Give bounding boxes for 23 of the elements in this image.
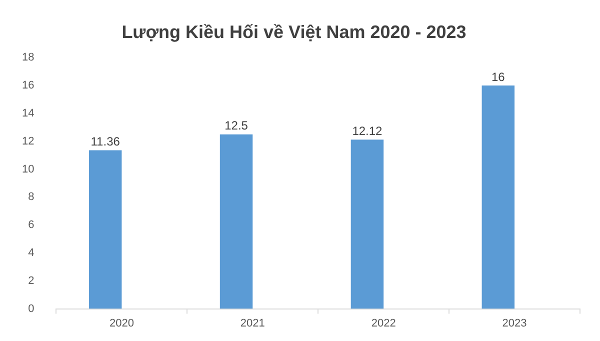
y-tick-label: 6 (28, 219, 34, 232)
y-tick-label: 0 (28, 302, 34, 315)
x-tick-label: 2022 (371, 317, 396, 330)
x-tick-label: 2023 (502, 317, 527, 330)
x-tick-label: 2020 (109, 317, 134, 330)
bar (88, 150, 122, 309)
y-tick-label: 10 (22, 163, 34, 176)
data-label: 12.12 (352, 124, 383, 138)
y-tick-label: 16 (22, 80, 34, 92)
y-tick-label: 12 (22, 135, 34, 148)
y-tick-label: 8 (28, 191, 34, 204)
y-tick-label: 14 (22, 107, 34, 120)
bar (350, 140, 384, 309)
y-tick-label: 2 (28, 274, 34, 287)
y-tick-label: 4 (28, 247, 34, 260)
chart-title: Lượng Kiều Hối về Việt Nam 2020 - 2023 (122, 22, 466, 42)
bar (482, 86, 515, 309)
data-label: 11.36 (90, 134, 120, 149)
x-tick-label: 2021 (240, 317, 265, 330)
bar (220, 134, 253, 309)
y-tick-label: 18 (22, 52, 34, 64)
data-label: 12.5 (224, 118, 248, 133)
data-label: 16 (491, 70, 506, 84)
